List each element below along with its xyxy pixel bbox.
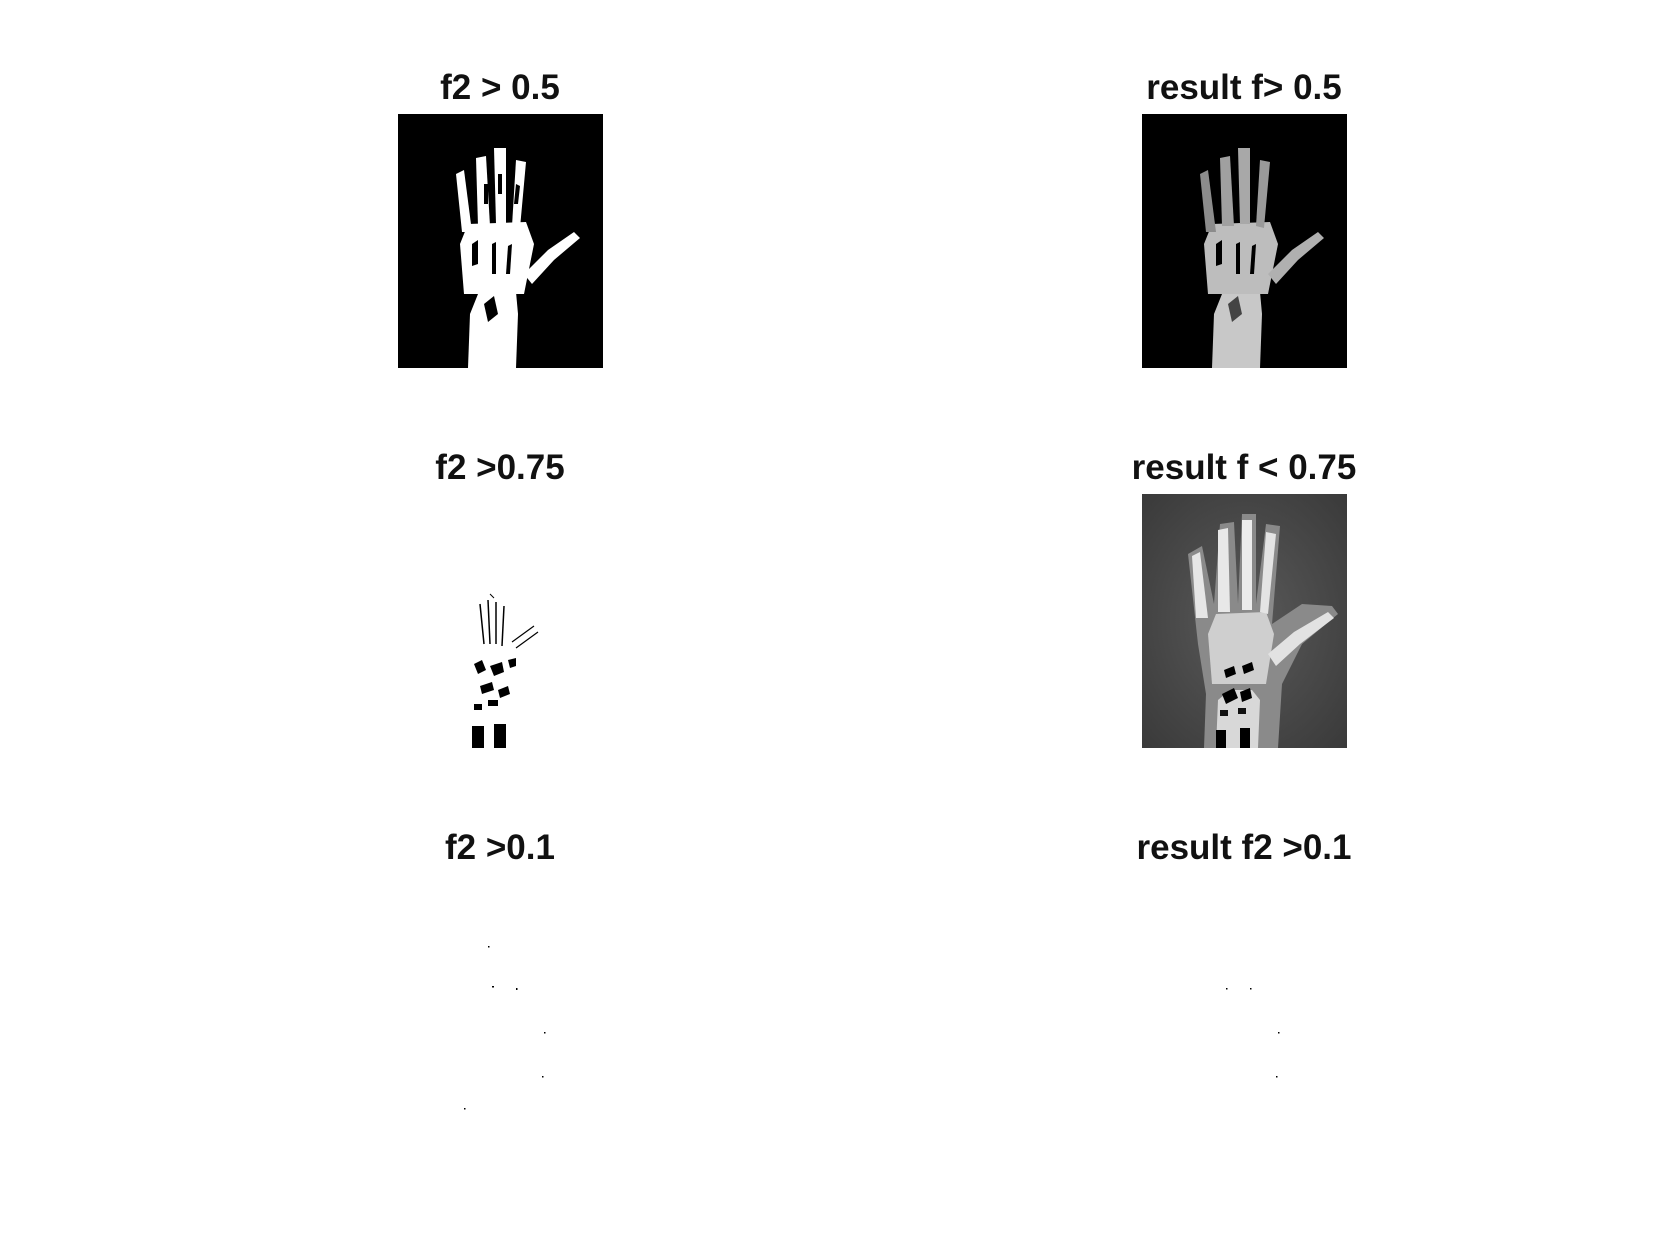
binary-hand-xray-image <box>398 114 603 368</box>
grayscale-hand-xray-image <box>1142 494 1347 748</box>
result-speckle-image <box>1142 874 1347 1128</box>
subplot-title: result f2 >0.1 <box>1136 828 1352 867</box>
subplot-title: result f < 0.75 <box>1131 448 1357 487</box>
subplot-title: f2 > 0.5 <box>440 68 560 107</box>
subplot-title: result f> 0.5 <box>1146 68 1342 107</box>
subplot-title: f2 >0.1 <box>445 828 555 867</box>
binary-hand-xray-image <box>398 494 603 748</box>
masked-hand-xray-image <box>1142 114 1347 368</box>
subplot-title: f2 >0.75 <box>435 448 565 487</box>
binary-speckle-image <box>398 874 603 1128</box>
